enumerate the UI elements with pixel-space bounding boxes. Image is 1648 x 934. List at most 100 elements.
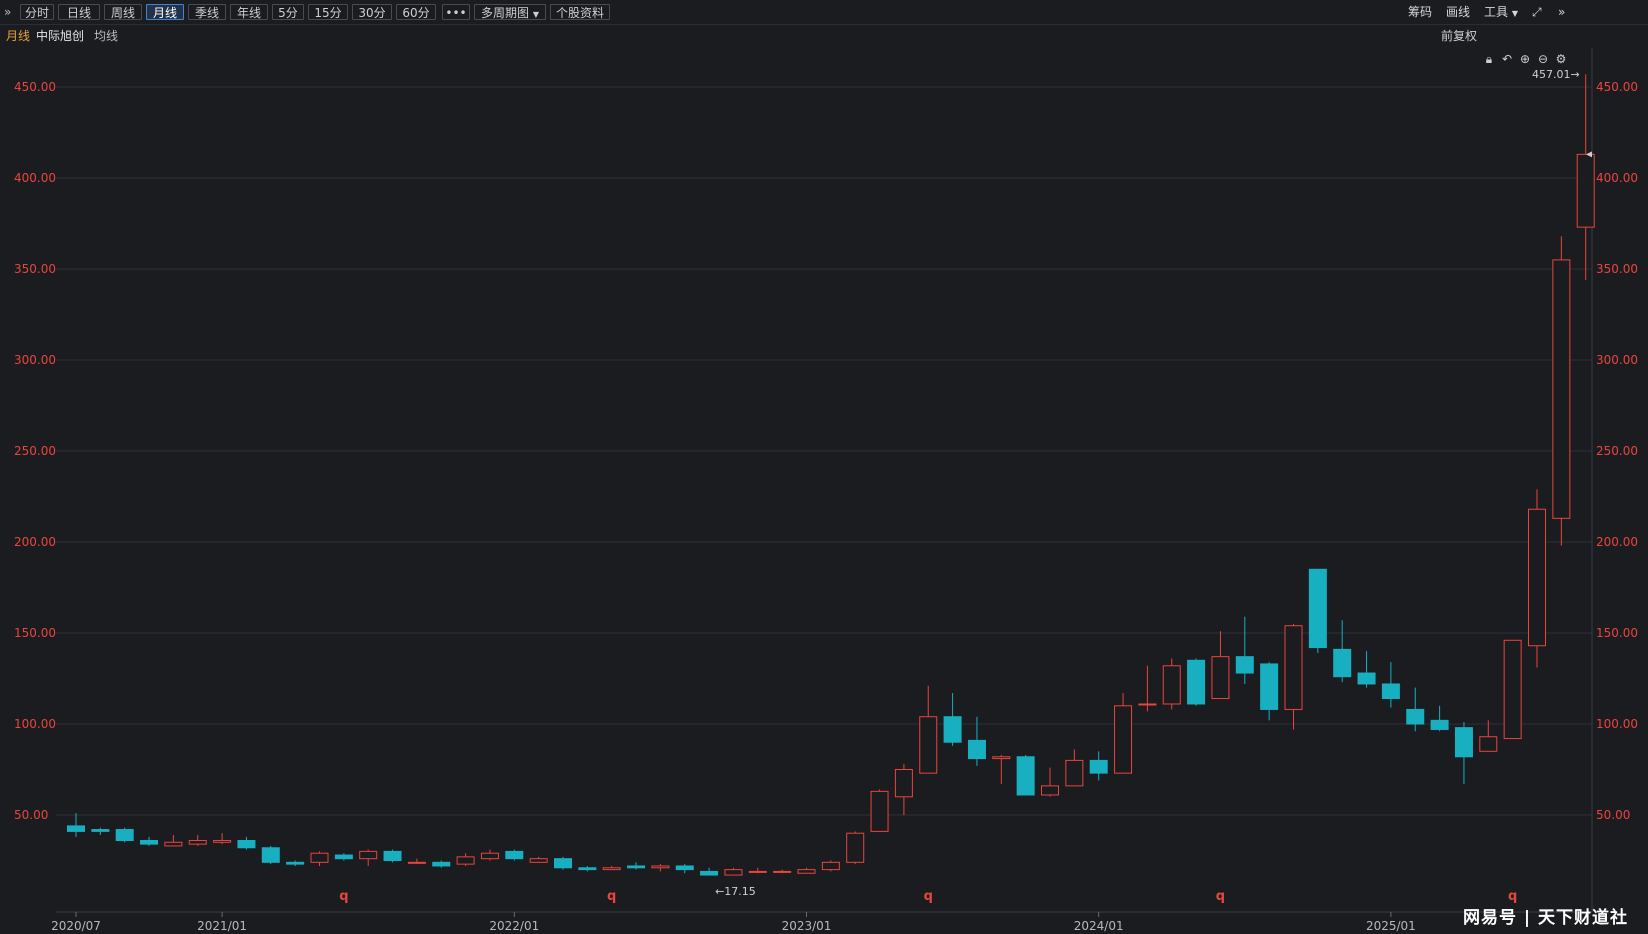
period-button-8[interactable]: 30分 (352, 4, 392, 20)
y-tick-label-right: 50.00 (1596, 808, 1630, 822)
candle-body (797, 869, 816, 874)
settings-icon[interactable]: ⚙ (1555, 52, 1567, 66)
multi-period-label: 多周期图 (481, 6, 530, 20)
candle-body (1187, 659, 1206, 705)
candle (821, 860, 840, 872)
candle-body (1041, 785, 1059, 796)
candle (1138, 665, 1157, 712)
tools-button[interactable]: 工具 ▼ (1484, 4, 1518, 20)
undo-icon[interactable]: ↶ (1501, 52, 1513, 66)
adjust-label[interactable]: 前复权 (1441, 29, 1478, 43)
candle-body (1162, 665, 1181, 705)
candle (310, 851, 329, 866)
candle (1454, 722, 1473, 785)
candle (456, 853, 475, 866)
candle-body (1552, 259, 1571, 519)
q-marker: q (924, 889, 933, 904)
zoom-in-icon[interactable]: ⊕ (1519, 52, 1531, 66)
y-tick-label-left: 250.00 (14, 444, 56, 458)
candle (140, 836, 159, 846)
period-button-4[interactable]: 季线 (188, 4, 226, 20)
q-marker: q (339, 889, 348, 904)
dropdown-arrow-icon: ▼ (532, 10, 539, 19)
candle (1260, 662, 1279, 721)
candle (480, 849, 499, 861)
candle-body (773, 870, 792, 873)
double-chevron-right-icon[interactable]: » (4, 5, 12, 19)
candle-body (1576, 153, 1595, 228)
period-button-7[interactable]: 15分 (308, 4, 348, 20)
candle (1381, 662, 1400, 708)
period-button-9[interactable]: 60分 (396, 4, 436, 20)
candle (943, 693, 962, 746)
period-button-3[interactable]: 月线 (146, 4, 184, 20)
candle (1211, 631, 1230, 700)
candle-body (505, 850, 524, 860)
candle (700, 867, 719, 876)
candle (1357, 651, 1376, 688)
candle (383, 849, 402, 863)
candle (1041, 767, 1059, 797)
candle-body (724, 869, 743, 876)
candle (870, 789, 889, 832)
annotations: 457.01→ ←17.15 (715, 68, 1592, 898)
grid-lines (56, 48, 1593, 913)
multi-period-button[interactable]: 多周期图 ▼ (474, 4, 546, 20)
y-tick-label-left: 450.00 (14, 80, 56, 94)
candle-body (286, 861, 305, 865)
zoom-out-icon[interactable]: ⊖ (1537, 52, 1549, 66)
candle (724, 867, 743, 876)
candle (748, 867, 767, 874)
x-tick-label: 2025/01 (1366, 919, 1416, 933)
y-tick-label-right: 100.00 (1596, 717, 1638, 731)
moving-average-label[interactable]: 均线 (94, 29, 119, 43)
candle (627, 862, 646, 870)
tools-label: 工具 (1484, 5, 1509, 19)
candle (1479, 720, 1498, 752)
candle (188, 835, 207, 846)
candle-body (188, 839, 207, 845)
candle-body (821, 861, 840, 871)
candle (1333, 620, 1352, 683)
lock-icon[interactable]: 🔒︎ (1485, 52, 1493, 66)
stock-name: 中际旭创 (36, 29, 85, 43)
candle-body (1138, 703, 1157, 706)
candle (1576, 74, 1595, 280)
period-button-1[interactable]: 日线 (58, 4, 100, 20)
candle-body (1381, 683, 1400, 700)
candle-body (407, 861, 426, 864)
chips-button[interactable]: 筹码 (1408, 5, 1433, 19)
candle (505, 849, 524, 861)
period-button-6[interactable]: 5分 (272, 4, 304, 20)
y-axis-left: 50.00 100.00 150.00 200.00 250.00 300.00 350.0… (14, 80, 56, 822)
candle-body (1284, 625, 1303, 710)
fullscreen-icon[interactable]: ⤢ (1532, 5, 1542, 19)
candle (1406, 687, 1425, 732)
double-chevron-right-icon[interactable]: » (1558, 5, 1566, 19)
candle-body (261, 847, 280, 863)
draw-line-button[interactable]: 画线 (1446, 5, 1471, 19)
y-tick-label-left: 150.00 (14, 626, 56, 640)
period-button-5[interactable]: 年线 (230, 4, 268, 20)
candle-body (943, 716, 962, 743)
candle-body (1065, 759, 1084, 787)
period-button-0[interactable]: 分时 (20, 4, 54, 20)
candle-body (602, 867, 621, 871)
more-button[interactable]: ••• (442, 4, 470, 20)
period-label: 月线 (6, 29, 31, 43)
candle (797, 867, 816, 874)
candle-body (919, 716, 938, 774)
candle-body (529, 858, 548, 863)
candle (1065, 749, 1084, 787)
stock-info-button[interactable]: 个股资料 (550, 4, 610, 20)
candle-body (846, 832, 865, 863)
y-tick-label-right: 450.00 (1596, 80, 1638, 94)
candle (578, 865, 597, 872)
period-button-2[interactable]: 周线 (104, 4, 142, 20)
candle (237, 836, 256, 850)
candle (773, 869, 792, 874)
price-marker-icon (1586, 151, 1592, 158)
candle (894, 764, 913, 815)
